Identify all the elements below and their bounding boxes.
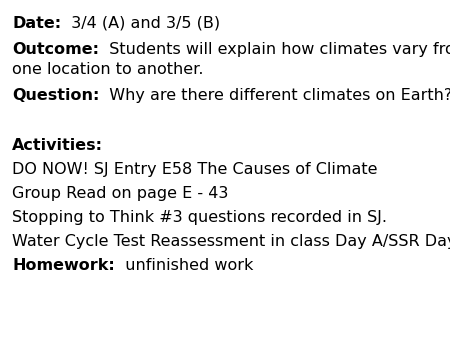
Text: Date:: Date:: [12, 16, 61, 31]
Text: Activities:: Activities:: [12, 138, 103, 153]
Text: Group Read on page E - 43: Group Read on page E - 43: [12, 186, 228, 201]
Text: Why are there different climates on Earth?: Why are there different climates on Eart…: [99, 88, 450, 103]
Text: Students will explain how climates vary from: Students will explain how climates vary …: [99, 42, 450, 57]
Text: Homework:: Homework:: [12, 258, 115, 273]
Text: one location to another.: one location to another.: [12, 62, 203, 77]
Text: Water Cycle Test Reassessment in class Day A/SSR Day B: Water Cycle Test Reassessment in class D…: [12, 234, 450, 249]
Text: Question:: Question:: [12, 88, 99, 103]
Text: unfinished work: unfinished work: [115, 258, 253, 273]
Text: 3/4 (A) and 3/5 (B): 3/4 (A) and 3/5 (B): [61, 16, 220, 31]
Text: Outcome:: Outcome:: [12, 42, 99, 57]
Text: DO NOW! SJ Entry E58 The Causes of Climate: DO NOW! SJ Entry E58 The Causes of Clima…: [12, 162, 378, 177]
Text: Stopping to Think #3 questions recorded in SJ.: Stopping to Think #3 questions recorded …: [12, 210, 387, 225]
